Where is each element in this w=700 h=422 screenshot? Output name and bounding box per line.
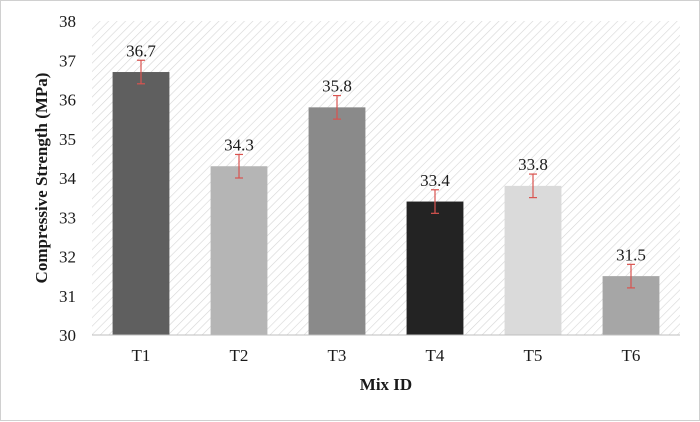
x-tick-label-t2: T2 [230,346,249,365]
bar-t2 [210,166,268,335]
data-label-t3: 35.8 [322,77,352,96]
y-tick-label: 34 [59,169,77,188]
x-tick-label-t5: T5 [524,346,543,365]
y-axis-title: Compressive Strength (MPa) [32,73,51,284]
data-labels: 36.7 34.3 35.8 33.4 33.8 31.5 [126,41,646,264]
y-tick-label: 38 [59,12,76,31]
y-tick-label: 33 [59,208,76,227]
bar-t1 [112,72,170,336]
y-tick-label: 37 [59,51,77,70]
y-tick-label: 35 [59,130,76,149]
x-tick-label-t3: T3 [328,346,347,365]
plot-area-background [92,21,680,335]
data-label-t4: 33.4 [420,171,450,190]
data-label-t1: 36.7 [126,41,156,60]
x-tick-label-t4: T4 [426,346,445,365]
data-label-t6: 31.5 [616,245,646,264]
data-label-t5: 33.8 [518,155,548,174]
y-tick-label: 30 [59,326,76,345]
x-axis-ticks: T1 T2 T3 T4 T5 T6 [132,346,641,365]
x-tick-label-t1: T1 [132,346,151,365]
x-axis-title: Mix ID [360,375,412,394]
bar-t3 [308,107,366,335]
y-tick-label: 36 [59,91,76,110]
error-bars [137,59,635,289]
x-tick-label-t6: T6 [622,346,641,365]
y-tick-label: 31 [59,287,76,306]
data-label-t2: 34.3 [224,135,254,154]
bars [112,72,660,336]
bar-t4 [406,201,464,335]
bar-t5 [504,185,562,335]
y-axis-ticks: 30 31 32 33 34 35 36 37 38 [59,12,77,345]
y-tick-label: 32 [59,248,76,267]
